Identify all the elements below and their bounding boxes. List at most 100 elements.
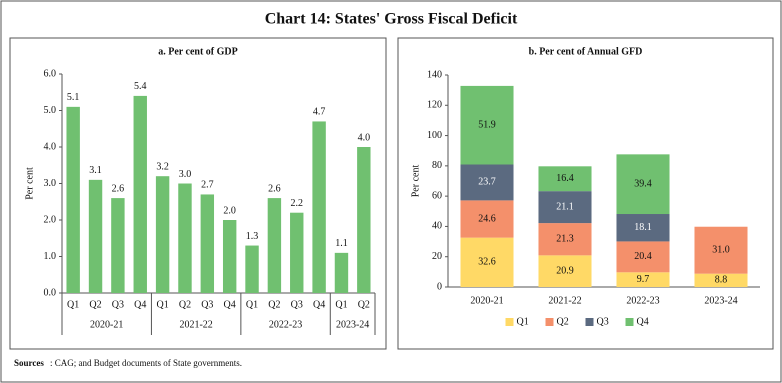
x-tick-label: Q2	[358, 299, 370, 310]
bar	[155, 176, 170, 293]
chart-title: a. Per cent of GDP	[158, 46, 238, 57]
y-tick-label: 6.0	[44, 68, 57, 79]
x-tick-label: Q1	[156, 299, 168, 310]
page-title: Chart 14: States' Gross Fiscal Deficit	[265, 11, 518, 28]
bar	[334, 252, 349, 293]
x-tick-label: Q4	[134, 299, 146, 310]
value-label: 1.3	[246, 231, 259, 242]
bar	[267, 198, 282, 293]
x-tick-label: 2023-24	[704, 295, 737, 306]
value-label: 21.1	[556, 201, 574, 212]
legend-swatch	[625, 318, 634, 326]
bar-segment	[538, 223, 592, 256]
group-label: 2021-22	[179, 319, 212, 330]
legend-swatch	[585, 318, 594, 326]
bar	[133, 95, 147, 294]
value-label: 31.0	[712, 244, 730, 255]
x-tick-label: Q2	[179, 299, 191, 310]
x-tick-label: Q3	[112, 299, 124, 310]
bar	[66, 106, 80, 293]
value-label: 9.7	[637, 274, 650, 285]
legend-label: Q1	[517, 316, 529, 327]
y-tick-label: 1.0	[44, 251, 57, 262]
y-tick-label: 3.0	[44, 178, 57, 189]
x-tick-label: Q4	[313, 299, 325, 310]
value-label: 21.3	[556, 234, 574, 245]
y-tick-label: 0	[437, 281, 442, 292]
bar-segment	[460, 200, 514, 238]
value-label: 5.4	[134, 81, 147, 92]
legend-label: Q3	[597, 316, 609, 327]
bar-segment	[616, 241, 670, 273]
x-tick-label: Q3	[201, 299, 213, 310]
value-label: 2.0	[223, 205, 236, 216]
value-label: 32.6	[478, 257, 496, 268]
value-label: 20.9	[556, 265, 574, 276]
y-tick-label: 80	[432, 160, 442, 171]
value-label: 2.6	[112, 183, 125, 194]
x-tick-label: Q1	[67, 299, 79, 310]
y-tick-label: 140	[427, 69, 442, 80]
bar	[245, 245, 259, 293]
y-axis-label: Per cent	[410, 165, 421, 198]
value-label: 2.6	[268, 183, 281, 194]
chart-title: b. Per cent of Annual GFD	[529, 46, 643, 57]
bar-segment	[538, 255, 592, 287]
panel	[397, 37, 774, 350]
value-label: 3.2	[156, 161, 169, 172]
bar-segment	[460, 85, 514, 165]
x-tick-label: Q2	[268, 299, 280, 310]
value-label: 3.0	[179, 169, 192, 180]
bar	[88, 179, 103, 293]
value-label: 3.1	[89, 165, 102, 176]
bar-segment	[538, 191, 592, 224]
legend-label: Q2	[557, 316, 569, 327]
legend-swatch	[505, 318, 514, 326]
value-label: 4.7	[313, 107, 326, 118]
group-label: 2022-23	[269, 319, 302, 330]
y-axis-label: Per cent	[24, 167, 35, 200]
source-label: Sources	[14, 358, 44, 368]
bar	[111, 198, 125, 293]
bar	[222, 220, 237, 293]
value-label: 39.4	[634, 178, 652, 189]
value-label: 20.4	[634, 251, 652, 262]
value-label: 23.7	[478, 177, 496, 188]
bar	[178, 183, 192, 293]
x-tick-label: 2020-21	[470, 295, 503, 306]
y-tick-label: 20	[432, 251, 442, 262]
bar-segment	[538, 166, 592, 192]
value-label: 1.1	[335, 238, 348, 249]
value-label: 2.2	[291, 198, 304, 209]
y-tick-label: 100	[427, 130, 442, 141]
legend-swatch	[545, 318, 554, 326]
y-tick-label: 4.0	[44, 141, 57, 152]
y-tick-label: 0.0	[44, 287, 57, 298]
value-label: 24.6	[478, 213, 496, 224]
x-tick-label: 2021-22	[548, 295, 581, 306]
legend-label: Q4	[637, 316, 649, 327]
y-tick-label: 40	[432, 221, 442, 232]
x-tick-label: 2022-23	[626, 295, 659, 306]
x-tick-label: Q1	[246, 299, 258, 310]
value-label: 16.4	[556, 173, 574, 184]
source-text: : CAG; and Budget documents of State gov…	[50, 358, 242, 368]
bar-segment	[694, 226, 748, 274]
y-tick-label: 2.0	[44, 214, 57, 225]
bar-segment	[460, 237, 514, 287]
bar-segment	[616, 214, 670, 242]
group-label: 2020-21	[90, 319, 123, 330]
value-label: 51.9	[478, 119, 496, 130]
bar-segment	[694, 273, 748, 287]
bar-segment	[460, 164, 514, 201]
bar	[312, 121, 326, 293]
bar-segment	[616, 272, 670, 287]
panel	[9, 37, 387, 350]
value-label: 8.8	[715, 275, 728, 286]
bar	[357, 147, 371, 293]
bar-segment	[616, 154, 670, 215]
group-label: 2023-24	[336, 319, 369, 330]
y-tick-label: 120	[427, 100, 442, 111]
y-tick-label: 60	[432, 190, 442, 201]
